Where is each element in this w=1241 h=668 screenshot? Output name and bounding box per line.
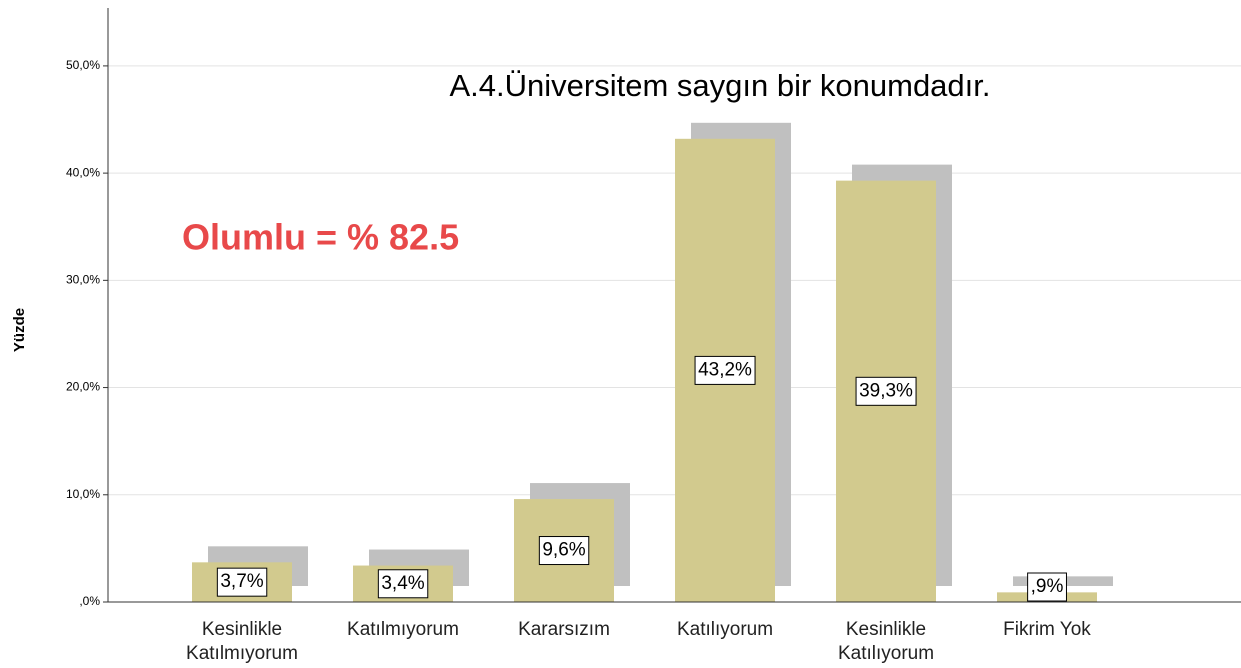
value-label-box (694, 355, 756, 385)
annotation: Olumlu = % 82.5 (182, 217, 459, 258)
value-label: 39,3% (859, 380, 913, 401)
value-label-box (538, 536, 590, 566)
y-tick-label: 40,0% (66, 165, 100, 179)
y-tick-label: ,0% (79, 594, 100, 608)
value-label-box (1027, 572, 1067, 602)
value-label-box (216, 567, 268, 597)
value-label: 9,6% (542, 540, 585, 561)
y-tick-label: 50,0% (66, 58, 100, 72)
y-tick-label: 10,0% (66, 487, 100, 501)
x-tick-label: Kesinlikle Katılmıyorum (186, 619, 298, 664)
y-tick-label: 20,0% (66, 380, 100, 394)
value-label: 3,4% (381, 573, 424, 594)
value-label: ,9% (1031, 576, 1064, 597)
value-label: 43,2% (698, 359, 752, 380)
y-tick-label: 30,0% (66, 273, 100, 287)
x-tick-label: Katılmıyorum (347, 619, 459, 640)
x-tick-label: Fikrim Yok (1003, 619, 1091, 640)
x-tick-label: Kararsızım (518, 619, 610, 640)
y-axis-label: Yüzde (11, 308, 28, 352)
x-tick-label: Kesinlikle Katılıyorum (838, 619, 934, 664)
chart-title: A.4.Üniversitem saygın bir konumdadır. (449, 68, 990, 103)
x-tick-label: Katılıyorum (677, 619, 773, 640)
value-label-box (377, 569, 429, 599)
value-label-box (855, 376, 917, 406)
value-label: 3,7% (220, 571, 263, 592)
